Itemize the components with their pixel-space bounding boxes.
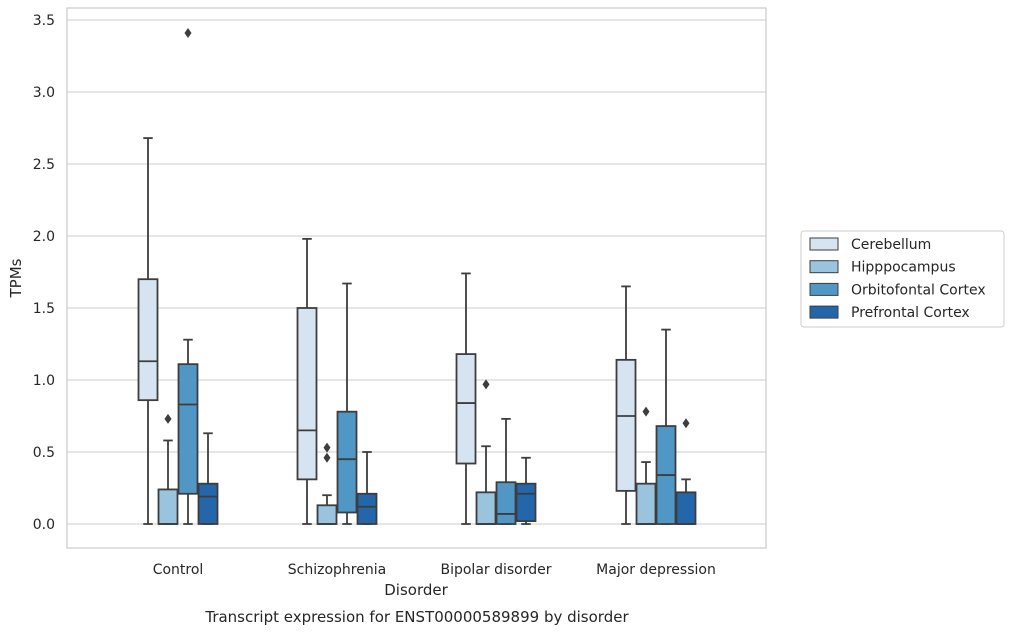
- y-tick-label: 3.5: [33, 13, 55, 29]
- x-tick-labels: Control Schizophrenia Bipolar disorder Majo…: [153, 562, 716, 578]
- box-hipppocampus: [316, 442, 338, 525]
- box-iqr: [475, 491, 497, 525]
- x-tick-label: Control: [153, 562, 204, 578]
- y-tick-label: 0.5: [33, 445, 55, 461]
- box-prefrontal-cortex: [515, 456, 537, 525]
- y-tick-label: 2.0: [33, 229, 55, 245]
- x-axis-title: Disorder: [384, 581, 448, 599]
- outlier-point: [323, 442, 331, 453]
- box-cerebellum: [296, 237, 318, 525]
- x-tick-label: Schizophrenia: [288, 562, 386, 578]
- chart-caption: Transcript expression for ENST0000058989…: [204, 608, 629, 626]
- legend-swatch: [809, 260, 839, 274]
- legend-label: Cerebellum: [851, 237, 931, 253]
- box-cerebellum: [137, 137, 159, 525]
- legend: Cerebellum Hipppocampus Orbitofontal Corte…: [800, 230, 1005, 328]
- y-tick-label: 1.5: [33, 301, 55, 317]
- y-tick-label: 3.0: [33, 85, 55, 101]
- box-iqr: [356, 492, 378, 525]
- box-iqr: [316, 504, 338, 525]
- box-iqr: [515, 482, 537, 523]
- box-iqr: [455, 353, 477, 465]
- outlier-point: [482, 379, 490, 390]
- y-axis-title: TPMs: [7, 258, 25, 298]
- box-hipppocampus: [157, 413, 179, 525]
- legend-label: Prefrontal Cortex: [851, 305, 970, 321]
- x-tick-label: Bipolar disorder: [440, 562, 551, 578]
- legend-label: Hipppocampus: [851, 260, 956, 276]
- box-orbitofontal-cortex: [495, 417, 517, 525]
- box-prefrontal-cortex: [197, 432, 219, 525]
- legend-frame: [800, 230, 1005, 328]
- box-orbitofontal-cortex: [336, 282, 358, 525]
- box-iqr: [615, 358, 637, 492]
- legend-label: Orbitofontal Cortex: [851, 282, 986, 298]
- box-iqr: [157, 488, 179, 525]
- box-orbitofontal-cortex: [655, 328, 677, 525]
- box-hipppocampus: [635, 406, 657, 525]
- y-tick-label: 2.5: [33, 157, 55, 173]
- box-iqr: [296, 307, 318, 481]
- plot-frame: [66, 7, 767, 549]
- box-cerebellum: [615, 285, 637, 525]
- y-tick-label: 0.0: [33, 517, 55, 533]
- box-iqr: [635, 482, 657, 525]
- legend-swatch: [809, 305, 839, 319]
- box-hipppocampus: [475, 379, 497, 525]
- box-prefrontal-cortex: [356, 451, 378, 525]
- box-orbitofontal-cortex: [177, 27, 199, 525]
- box-prefrontal-cortex: [675, 418, 697, 525]
- box-iqr: [495, 481, 517, 525]
- box-cerebellum: [455, 272, 477, 525]
- box-iqr: [137, 278, 159, 402]
- outlier-point: [164, 413, 172, 424]
- box-series: [137, 27, 697, 525]
- y-tick-labels: 0.0 0.5 1.0 1.5 2.0 2.5 3.0 3.5: [33, 13, 55, 533]
- legend-swatch: [809, 237, 839, 251]
- box-iqr: [197, 482, 219, 525]
- outlier-point: [682, 418, 690, 429]
- box-iqr: [177, 363, 199, 495]
- x-tick-label: Major depression: [596, 562, 716, 578]
- y-tick-label: 1.0: [33, 373, 55, 389]
- box-iqr: [336, 410, 358, 514]
- legend-items: Cerebellum Hipppocampus Orbitofontal Corte…: [809, 237, 986, 321]
- box-iqr: [675, 491, 697, 525]
- legend-swatch: [809, 282, 839, 296]
- outlier-point: [323, 452, 331, 463]
- outlier-point: [184, 27, 192, 38]
- outlier-point: [642, 406, 650, 417]
